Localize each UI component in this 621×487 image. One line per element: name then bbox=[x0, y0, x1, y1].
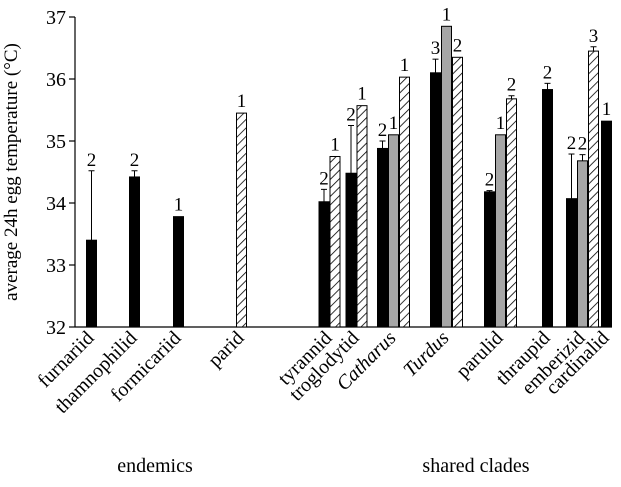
sample-size-label: 2 bbox=[578, 134, 588, 155]
sample-size-label: 1 bbox=[602, 99, 612, 120]
sample-size-label: 2 bbox=[453, 35, 463, 56]
sample-size-label: 2 bbox=[378, 120, 388, 141]
bar-solid bbox=[345, 172, 357, 328]
sample-size-label: 1 bbox=[389, 113, 399, 134]
sample-size-label: 2 bbox=[543, 62, 553, 83]
bar-solid bbox=[173, 216, 184, 328]
category-label: parid bbox=[204, 327, 249, 372]
group-label: shared clades bbox=[422, 455, 529, 477]
sample-size-label: 1 bbox=[237, 91, 247, 112]
bar-solid bbox=[542, 89, 553, 328]
bar-solid bbox=[430, 72, 441, 328]
y-tick-label: 37 bbox=[46, 7, 66, 29]
bar-solid bbox=[318, 201, 330, 328]
bar-gray bbox=[495, 134, 506, 328]
bar-gray bbox=[388, 134, 399, 328]
sample-size-label: 3 bbox=[589, 26, 599, 47]
y-axis-title: average 24h egg temperature (°C) bbox=[1, 43, 22, 301]
y-tick-label: 33 bbox=[46, 255, 66, 277]
sample-size-label: 1 bbox=[400, 55, 410, 76]
sample-size-label: 1 bbox=[174, 195, 184, 216]
sample-size-label: 2 bbox=[346, 105, 356, 126]
bar-solid bbox=[86, 239, 97, 328]
bar-solid bbox=[484, 191, 495, 328]
sample-size-label: 2 bbox=[130, 150, 140, 171]
bar-gray bbox=[441, 25, 452, 328]
sample-size-label: 1 bbox=[442, 4, 452, 25]
category-label: Turdus bbox=[399, 327, 453, 381]
bar-solid bbox=[129, 176, 140, 328]
bar-hatched bbox=[452, 56, 463, 328]
bar-hatched bbox=[506, 98, 517, 328]
y-tick-label: 34 bbox=[46, 193, 66, 215]
sample-size-label: 1 bbox=[330, 135, 340, 156]
bar-hatched bbox=[329, 156, 341, 328]
sample-size-label: 3 bbox=[431, 38, 441, 59]
y-tick-label: 32 bbox=[46, 317, 66, 339]
sample-size-label: 2 bbox=[507, 75, 517, 96]
sample-size-label: 1 bbox=[496, 113, 506, 134]
y-tick-label: 36 bbox=[46, 69, 66, 91]
bar-hatched bbox=[236, 112, 247, 328]
sample-size-label: 1 bbox=[357, 84, 367, 105]
bar-solid bbox=[601, 120, 612, 328]
bars bbox=[86, 25, 612, 328]
sample-size-label: 2 bbox=[567, 133, 577, 154]
bar-gray bbox=[577, 160, 588, 328]
sample-size-label: 2 bbox=[87, 150, 97, 171]
bar-hatched bbox=[588, 50, 599, 328]
y-tick-label: 35 bbox=[46, 131, 66, 153]
bar-solid bbox=[566, 198, 577, 328]
sample-size-label: 2 bbox=[319, 168, 329, 189]
bar-hatched bbox=[356, 105, 368, 328]
bar-solid bbox=[377, 147, 388, 328]
group-label: endemics bbox=[117, 455, 193, 477]
bar-hatched bbox=[399, 76, 410, 328]
sample-size-label: 2 bbox=[485, 170, 495, 191]
